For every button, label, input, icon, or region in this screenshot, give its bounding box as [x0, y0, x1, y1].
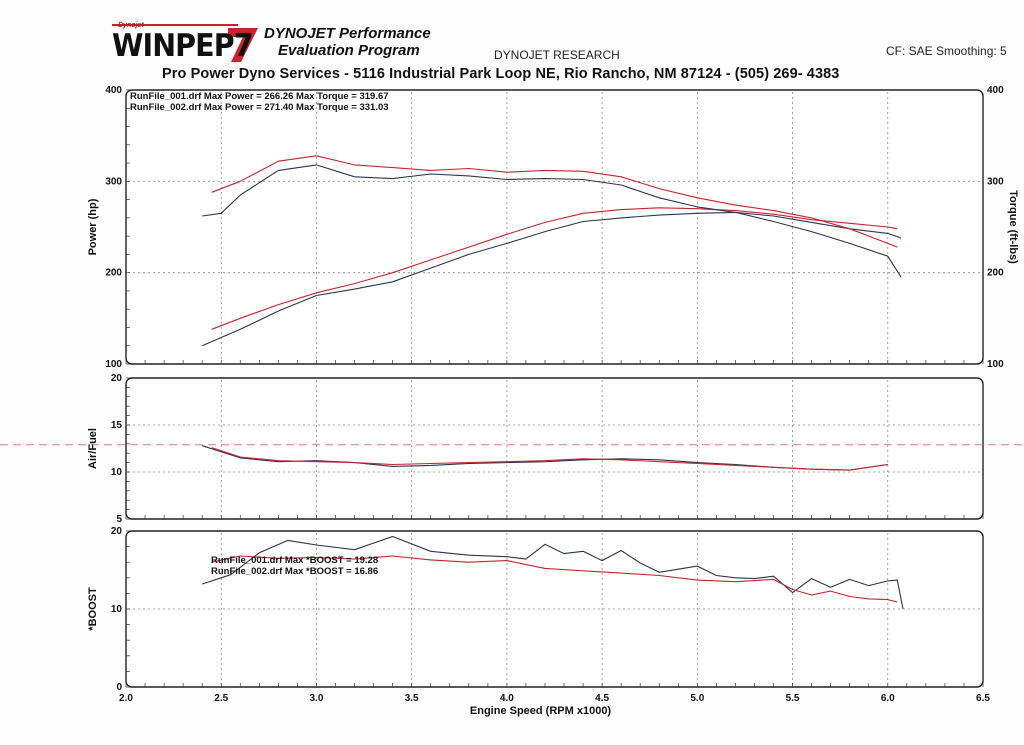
y-axis-label-right: Torque (ft-lbs) [1007, 190, 1019, 264]
x-tick-label: 6.0 [881, 693, 895, 704]
y-tick-label: 5 [116, 514, 122, 525]
series-line-air-fuel-2 [211, 447, 888, 471]
panel-frame [125, 377, 984, 520]
correction-factor-label: CF: SAE Smoothing: 5 [886, 44, 1007, 58]
y-tick-label: 15 [111, 420, 123, 431]
y-tick-label: 400 [105, 85, 122, 96]
logo-wordmark: WINPEP7 [112, 28, 254, 64]
x-tick-label: 3.5 [405, 693, 419, 704]
y-axis-label: *BOOST [87, 587, 99, 631]
y-tick-label-right: 400 [987, 85, 1004, 96]
x-tick-label: 5.0 [690, 693, 704, 704]
series-line-power-torque-4 [211, 155, 898, 248]
x-tick-label: 2.5 [214, 693, 228, 704]
panel-power-torque [125, 89, 984, 365]
series-line-power-torque-1 [201, 211, 902, 347]
y-tick-label: 10 [111, 604, 123, 615]
y-tick-label: 20 [111, 526, 123, 537]
panel-frame [125, 89, 984, 365]
max-value-annotation: RunFile_001.drf Max *BOOST = 19.28 [211, 555, 378, 566]
max-value-annotation: RunFile_002.drf Max Power = 271.40 Max T… [130, 102, 389, 113]
y-tick-label: 20 [111, 373, 123, 384]
series-line-power-torque-3 [202, 164, 902, 278]
panel-boost [125, 530, 984, 688]
y-axis-label: Air/Fuel [87, 428, 99, 469]
panel-air-fuel [0, 377, 1024, 520]
max-value-annotation: RunFile_001.drf Max Power = 266.26 Max T… [130, 91, 389, 102]
series-line-power-torque-2 [211, 207, 898, 330]
y-tick-label: 300 [105, 176, 122, 187]
x-tick-label: 4.5 [595, 693, 609, 704]
y-tick-label: 10 [111, 467, 123, 478]
logo-red-seven [112, 24, 258, 62]
y-tick-label-right: 300 [987, 176, 1004, 187]
x-tick-label: 4.0 [500, 693, 514, 704]
x-tick-label: 6.5 [976, 693, 990, 704]
y-tick-label: 200 [105, 268, 122, 279]
program-title: DYNOJET Performance Evaluation Program [264, 25, 431, 59]
x-tick-label: 5.5 [786, 693, 800, 704]
y-tick-label: 100 [105, 359, 122, 370]
y-tick-label: 0 [116, 682, 122, 693]
winpep-logo [110, 22, 260, 66]
x-axis-label: Engine Speed (RPM x1000) [470, 705, 612, 717]
series-line-boost-2 [211, 555, 898, 603]
x-tick-label: 2.0 [119, 693, 133, 704]
y-tick-label-right: 100 [987, 359, 1004, 370]
max-value-annotation: RunFile_002.drf Max *BOOST = 16.86 [211, 566, 378, 577]
program-title-line1: DYNOJET Performance [264, 25, 431, 42]
program-title-line2: Evaluation Program [278, 42, 420, 59]
shop-address: Pro Power Dyno Services - 5116 Industria… [162, 66, 840, 82]
logo-brand-small: Dynojet [118, 22, 144, 29]
x-tick-label: 3.0 [309, 693, 323, 704]
y-axis-label: Power (hp) [87, 198, 99, 255]
series-line-boost-1 [202, 535, 904, 610]
research-label: DYNOJET RESEARCH [494, 48, 620, 62]
y-tick-label-right: 200 [987, 268, 1004, 279]
